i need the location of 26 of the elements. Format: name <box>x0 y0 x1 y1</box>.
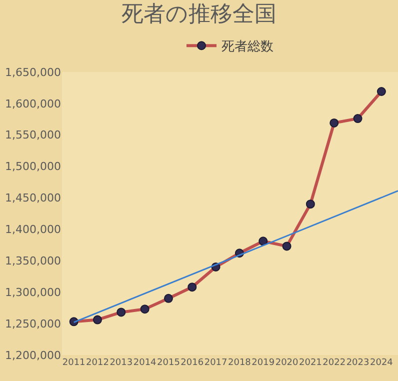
y-tick-label: 1,300,000 <box>5 286 61 299</box>
x-tick-label: 2017 <box>204 358 228 368</box>
y-tick-label: 1,350,000 <box>5 254 61 268</box>
x-tick-label: 2018 <box>228 358 252 368</box>
y-tick-label: 1,450,000 <box>5 192 61 205</box>
x-tick-label: 2020 <box>275 358 299 368</box>
x-tick-label: 2013 <box>110 358 133 368</box>
x-tick-label: 2019 <box>252 358 275 368</box>
x-tick-label: 2014 <box>133 358 157 368</box>
y-tick-label: 1,550,000 <box>5 128 61 142</box>
y-tick-label: 1,650,000 <box>5 66 61 79</box>
x-tick-label: 2024 <box>370 358 394 368</box>
y-tick-label: 1,500,000 <box>5 160 61 174</box>
x-tick-label: 2015 <box>157 358 180 368</box>
x-tick-label: 2011 <box>62 358 86 368</box>
chart-title: 死者の推移全国 <box>122 2 276 28</box>
x-tick-label: 2022 <box>322 358 346 368</box>
y-tick-label: 1,250,000 <box>5 317 61 330</box>
x-tick-label: 2012 <box>86 358 109 368</box>
legend-label: 死者総数 <box>222 40 274 55</box>
x-tick-label: 2023 <box>346 358 370 368</box>
y-tick-label: 1,400,000 <box>5 223 61 236</box>
y-tick-label: 1,600,000 <box>5 97 61 110</box>
y-tick-label: 1,200,000 <box>5 348 61 362</box>
x-tick-label: 2021 <box>298 358 322 368</box>
x-tick-label: 2016 <box>180 358 204 368</box>
